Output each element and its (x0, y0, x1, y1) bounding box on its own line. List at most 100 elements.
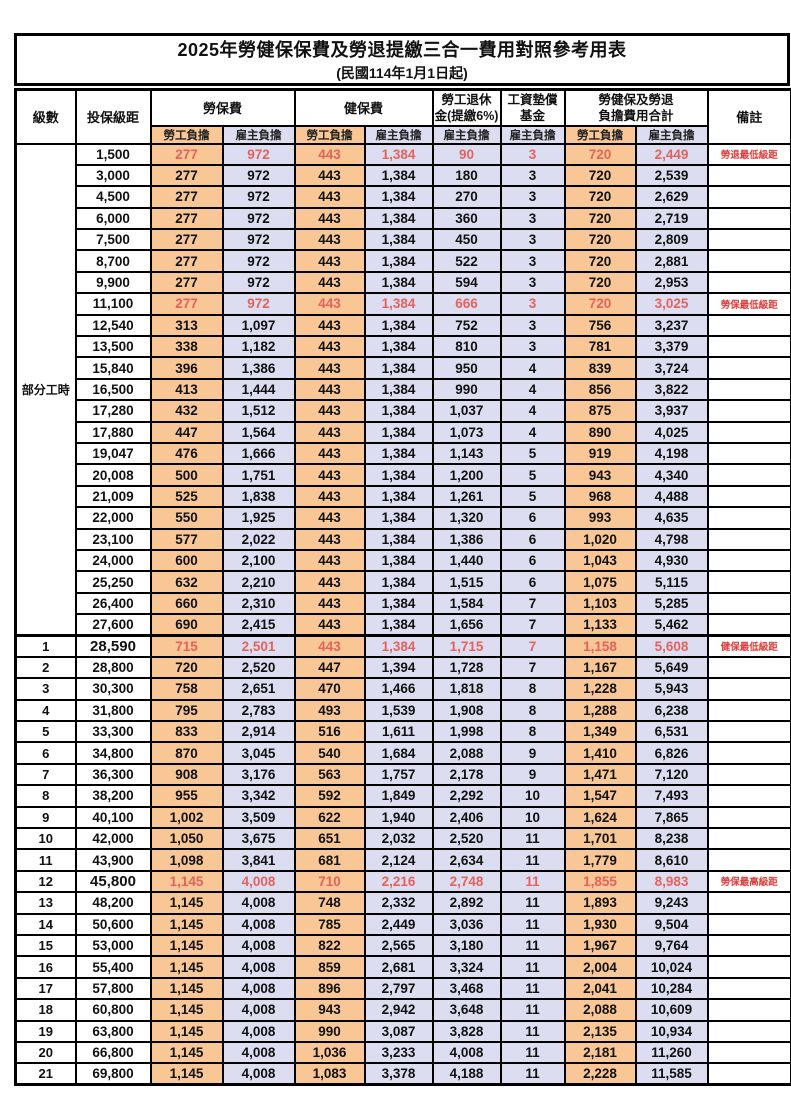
fee-cell: 1,145 (149, 976, 224, 1001)
fee-cell: 1,893 (563, 891, 637, 915)
fee-cell: 5,608 (634, 633, 709, 658)
fee-cell: 3 (499, 142, 566, 166)
fee-cell: 7 (499, 655, 566, 680)
note-cell (706, 1062, 791, 1086)
fee-cell: 1,440 (431, 548, 502, 573)
salary-bracket-cell: 69,800 (74, 1062, 152, 1086)
fee-cell: 919 (563, 441, 637, 466)
fee-cell: 11 (499, 1040, 566, 1065)
total-line1: 勞健保及勞退 (598, 92, 674, 107)
fee-cell: 1,838 (221, 484, 296, 509)
note-cell (706, 484, 791, 509)
fee-cell: 11 (499, 869, 566, 894)
fee-cell: 1,384 (363, 270, 434, 295)
fee-cell: 1,228 (563, 677, 637, 701)
fee-cell: 277 (149, 292, 224, 316)
fee-cell: 870 (149, 741, 224, 765)
fee-cell: 540 (293, 741, 366, 765)
fee-cell: 1,167 (563, 655, 637, 680)
note-cell (706, 933, 791, 958)
col-header-level: 級數 (14, 88, 77, 145)
fee-cell: 4,188 (431, 1062, 502, 1086)
fee-cell: 4,198 (634, 441, 709, 466)
table-row: 4,500 277 972 443 1,384 270 3 720 2,629 (16, 185, 791, 209)
page-title: 2025年勞健保保費及勞退提繳三合一費用對照參考用表 (177, 40, 627, 60)
note-cell (706, 613, 791, 637)
fee-cell: 1,384 (363, 441, 434, 466)
fee-cell: 4,008 (221, 998, 296, 1022)
fee-cell: 443 (293, 484, 366, 509)
fee-cell: 993 (563, 506, 637, 530)
fee-cell: 943 (293, 998, 366, 1022)
salary-bracket-cell: 45,800 (74, 869, 152, 894)
fee-cell: 443 (293, 463, 366, 487)
table-header: 級數 投保級距 勞保費 健保費 勞工退休 金(提繳6%) 工資墊償 基金 勞健保… (14, 88, 791, 145)
salary-bracket-cell: 24,000 (74, 548, 152, 573)
fee-cell: 2,088 (431, 741, 502, 765)
table-row: 15 53,000 1,145 4,008 822 2,565 3,180 11 1,967 9,… (14, 933, 791, 958)
fee-cell: 1,384 (363, 206, 434, 231)
fee-cell: 1,444 (221, 377, 296, 402)
fee-cell: 443 (293, 292, 366, 316)
note-cell (706, 677, 791, 701)
fee-cell: 9 (499, 762, 566, 787)
salary-bracket-cell: 40,100 (74, 805, 152, 830)
col-header-total: 勞健保及勞退 負擔費用合計 (563, 88, 709, 127)
level-cell: 13 (14, 891, 77, 915)
salary-bracket-cell: 12,540 (74, 313, 152, 338)
fee-cell: 1,143 (431, 441, 502, 466)
fee-cell: 4 (499, 420, 566, 444)
fee-cell: 1,384 (363, 142, 434, 166)
fee-cell: 11 (499, 933, 566, 958)
fee-cell: 1,145 (149, 955, 224, 979)
fee-cell: 795 (149, 698, 224, 723)
fee-cell: 990 (293, 1019, 366, 1043)
fee-cell: 781 (563, 334, 637, 359)
fee-cell: 3,324 (431, 955, 502, 979)
fee-cell: 2,748 (431, 869, 502, 894)
fee-cell: 443 (293, 334, 366, 359)
level-cell: 3 (14, 677, 77, 701)
salary-bracket-cell: 22,000 (74, 506, 152, 530)
fee-cell: 90 (431, 142, 502, 166)
fee-cell: 2,634 (431, 848, 502, 872)
table-row: 17,280 432 1,512 443 1,384 1,037 4 875 3,937 (16, 399, 791, 423)
fee-cell: 443 (293, 399, 366, 423)
table-row: 13,500 338 1,182 443 1,384 810 3 781 3,379 (16, 334, 791, 359)
fee-cell: 3 (499, 163, 566, 188)
fee-cell: 1,384 (363, 591, 434, 616)
fee-cell: 2,520 (431, 826, 502, 851)
fee-cell: 6,826 (634, 741, 709, 765)
fee-cell: 7 (499, 613, 566, 637)
fee-cell: 8 (499, 677, 566, 701)
table-row: 12 45,800 1,145 4,008 710 2,216 2,748 11 1,855 8,… (14, 869, 791, 894)
fee-cell: 972 (221, 270, 296, 295)
fee-cell: 972 (221, 163, 296, 188)
fee-cell: 9 (499, 741, 566, 765)
fee-cell: 592 (293, 784, 366, 808)
fee-cell: 516 (293, 720, 366, 744)
header-group-row: 級數 投保級距 勞保費 健保費 勞工退休 金(提繳6%) 工資墊償 基金 勞健保… (14, 88, 791, 145)
fee-cell: 1,133 (563, 613, 637, 637)
fee-cell: 1,145 (149, 1040, 224, 1065)
fee-cell: 1,182 (221, 334, 296, 359)
header-sub-row: 勞工負擔 雇主負擔 勞工負擔 雇主負擔 雇主負擔 雇主負擔 勞工負擔 雇主負擔 (16, 124, 791, 145)
fee-cell: 756 (563, 313, 637, 338)
fee-cell: 2,501 (221, 633, 296, 658)
fee-cell: 7,865 (634, 805, 709, 830)
fee-cell: 277 (149, 228, 224, 252)
fee-cell: 1,515 (431, 570, 502, 594)
fee-cell: 3 (499, 313, 566, 338)
fee-cell: 277 (149, 206, 224, 231)
fee-cell: 1,158 (563, 633, 637, 658)
table-row: 27,600 690 2,415 443 1,384 1,656 7 1,133 5,462 (16, 613, 791, 637)
fee-cell: 563 (293, 762, 366, 787)
fee-cell: 896 (293, 976, 366, 1001)
note-cell (706, 741, 791, 765)
fee-cell: 1,684 (363, 741, 434, 765)
fee-cell: 4 (499, 377, 566, 402)
fee-cell: 859 (293, 955, 366, 979)
fee-cell: 1,145 (149, 891, 224, 915)
fee-cell: 856 (563, 377, 637, 402)
